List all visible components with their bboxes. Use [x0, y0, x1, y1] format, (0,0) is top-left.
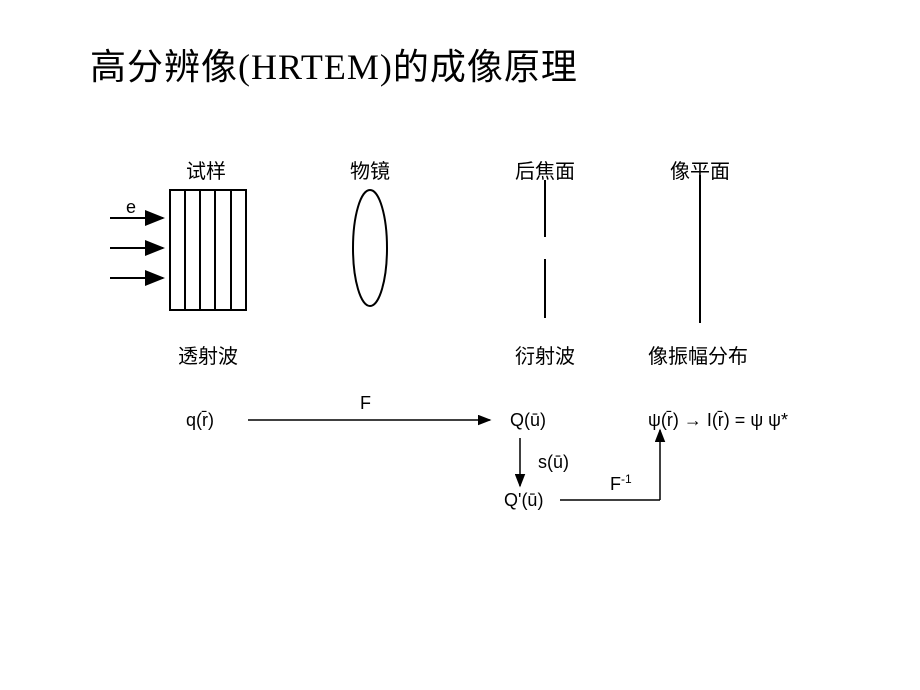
formula-Qp-u: Q'(ū) [504, 490, 543, 511]
label-sample-bot: 透射波 [178, 340, 238, 369]
formula-Q-u: Q(ū) [510, 410, 546, 431]
electron-arrows [0, 0, 920, 690]
formula-F: F [360, 393, 371, 414]
formula-F-inv: F-1 [610, 472, 632, 495]
label-image-bot: 像振幅分布 [648, 340, 748, 369]
formula-q-r: q(r̄) [186, 410, 214, 431]
formula-psi: ψ(r̄) → I(r̄) = ψ ψ* [648, 410, 788, 431]
label-focal-bot: 衍射波 [515, 340, 575, 369]
formula-s-u: s(ū) [538, 452, 569, 473]
